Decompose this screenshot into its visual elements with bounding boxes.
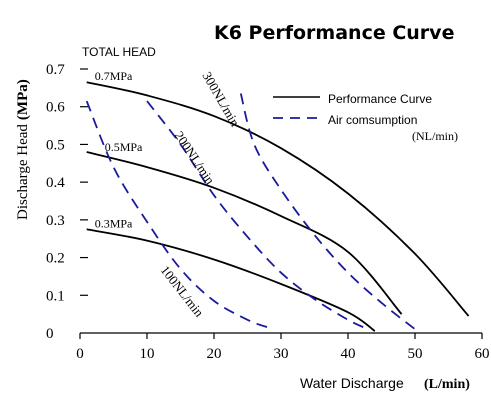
x-tick-label: 40 (341, 346, 356, 362)
performance-curve-line (86, 228, 376, 332)
y-tick-label: 0.3 (46, 213, 65, 229)
legend-performance-label: Performance Curve (328, 92, 432, 106)
air-consumption-curve-label: 100NL/min (158, 263, 207, 320)
axis-layer: 0 10 20 30 40 50 60 0 0.1 0.2 0.3 0.4 0.5 0.6 0.7 (46, 62, 490, 362)
performance-curve-label: 0.3MPa (95, 216, 133, 230)
y-axis-unit: (MPa) (15, 79, 31, 120)
legend-air-label: Air comsumption (328, 113, 417, 127)
y-tick-label: 0.1 (46, 288, 65, 304)
performance-curve-label: 0.5MPa (105, 140, 143, 154)
chart-title: K6 Performance Curve (214, 22, 454, 44)
x-tick-label: 50 (408, 346, 423, 362)
air-consumption-curve-label: 300NL/min (199, 69, 243, 129)
performance-curve-line (86, 151, 403, 315)
x-tick-label: 60 (475, 346, 490, 362)
y-tick-label: 0 (46, 326, 54, 342)
y-tick-label: 0.7 (46, 62, 65, 78)
air-consumption-curve-label: 200NL/min (172, 128, 219, 187)
curve-label-layer: 0.7MPa 0.5MPa 0.3MPa 100NL/min 200NL/min300N… (95, 69, 243, 320)
x-tick-label: 10 (140, 346, 155, 362)
legend-air-unit: (NL/min) (412, 129, 458, 143)
performance-curve-label: 0.7MPa (95, 69, 133, 83)
y-tick-label: 0.4 (46, 175, 65, 191)
x-tick-label: 20 (207, 346, 222, 362)
air-consumption-curve-line (85, 100, 268, 329)
x-axis-unit: (L/min) (424, 377, 470, 392)
performance-curve-line (86, 81, 470, 317)
x-tick-label: 30 (274, 346, 289, 362)
y-tick-label: 0.5 (46, 137, 65, 153)
y-axis-title-text: Discharge Head (15, 124, 31, 220)
air-consumption-curve-line (146, 100, 369, 331)
x-axis-title: Water Discharge (300, 375, 404, 391)
x-tick-label: 0 (76, 346, 84, 362)
y-tick-label: 0.6 (46, 100, 65, 116)
air-consumption-curve-line (239, 93, 416, 330)
y-axis-caption: TOTAL HEAD (82, 45, 156, 59)
y-axis-title: Discharge Head (MPa) (15, 79, 31, 220)
y-tick-label: 0.2 (46, 251, 65, 267)
curve-layer (85, 81, 470, 332)
